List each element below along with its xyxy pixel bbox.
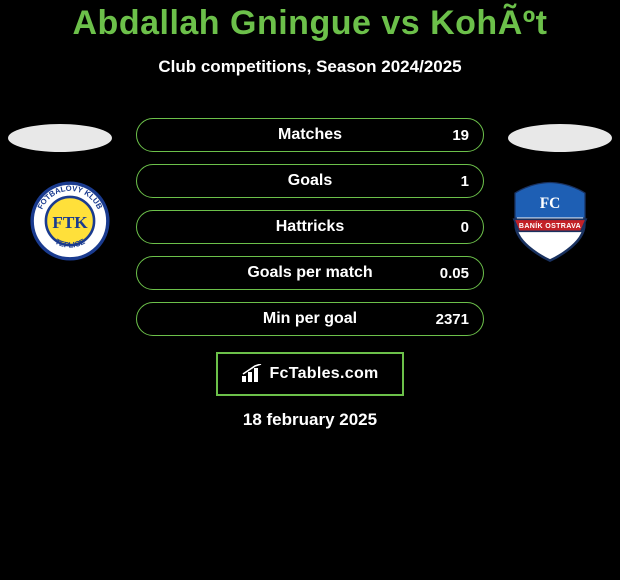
date-line: 18 february 2025 bbox=[0, 410, 620, 430]
comparison-card: Abdallah Gningue vs KohÃºt Club competit… bbox=[0, 0, 620, 580]
banik-badge-icon: FC BANÍK OSTRAVA bbox=[500, 178, 600, 264]
stat-right-value: 1 bbox=[461, 165, 469, 199]
stat-row-hattricks: Hattricks 0 bbox=[136, 210, 484, 244]
bar-chart-icon bbox=[241, 364, 263, 384]
stat-right-value: 0.05 bbox=[440, 257, 469, 291]
stat-right-value: 0 bbox=[461, 211, 469, 245]
stat-right-value: 19 bbox=[452, 119, 469, 153]
stat-right-value: 2371 bbox=[436, 303, 469, 337]
svg-text:BANÍK OSTRAVA: BANÍK OSTRAVA bbox=[519, 221, 581, 230]
stat-row-min-per-goal: Min per goal 2371 bbox=[136, 302, 484, 336]
player-right-avatar bbox=[508, 124, 612, 152]
club-badge-left: FOTBALOVÝ KLUB TEPLICE FTK bbox=[20, 178, 120, 264]
stat-label: Hattricks bbox=[276, 218, 344, 236]
stat-label: Matches bbox=[278, 126, 342, 144]
stats-list: Matches 19 Goals 1 Hattricks 0 Goals per… bbox=[136, 118, 484, 348]
teplice-badge-icon: FOTBALOVÝ KLUB TEPLICE FTK bbox=[20, 178, 120, 264]
player-left-avatar bbox=[8, 124, 112, 152]
stat-label: Goals per match bbox=[247, 264, 372, 282]
club-badge-right: FC BANÍK OSTRAVA bbox=[500, 178, 600, 264]
brand-text: FcTables.com bbox=[269, 365, 378, 383]
svg-text:FTK: FTK bbox=[52, 213, 88, 232]
svg-text:FC: FC bbox=[540, 195, 561, 212]
stat-label: Goals bbox=[288, 172, 332, 190]
page-title: Abdallah Gningue vs KohÃºt bbox=[0, 4, 620, 43]
stat-label: Min per goal bbox=[263, 310, 357, 328]
stat-row-matches: Matches 19 bbox=[136, 118, 484, 152]
stat-row-goals-per-match: Goals per match 0.05 bbox=[136, 256, 484, 290]
stat-row-goals: Goals 1 bbox=[136, 164, 484, 198]
brand-box[interactable]: FcTables.com bbox=[216, 352, 404, 396]
page-subtitle: Club competitions, Season 2024/2025 bbox=[0, 57, 620, 77]
